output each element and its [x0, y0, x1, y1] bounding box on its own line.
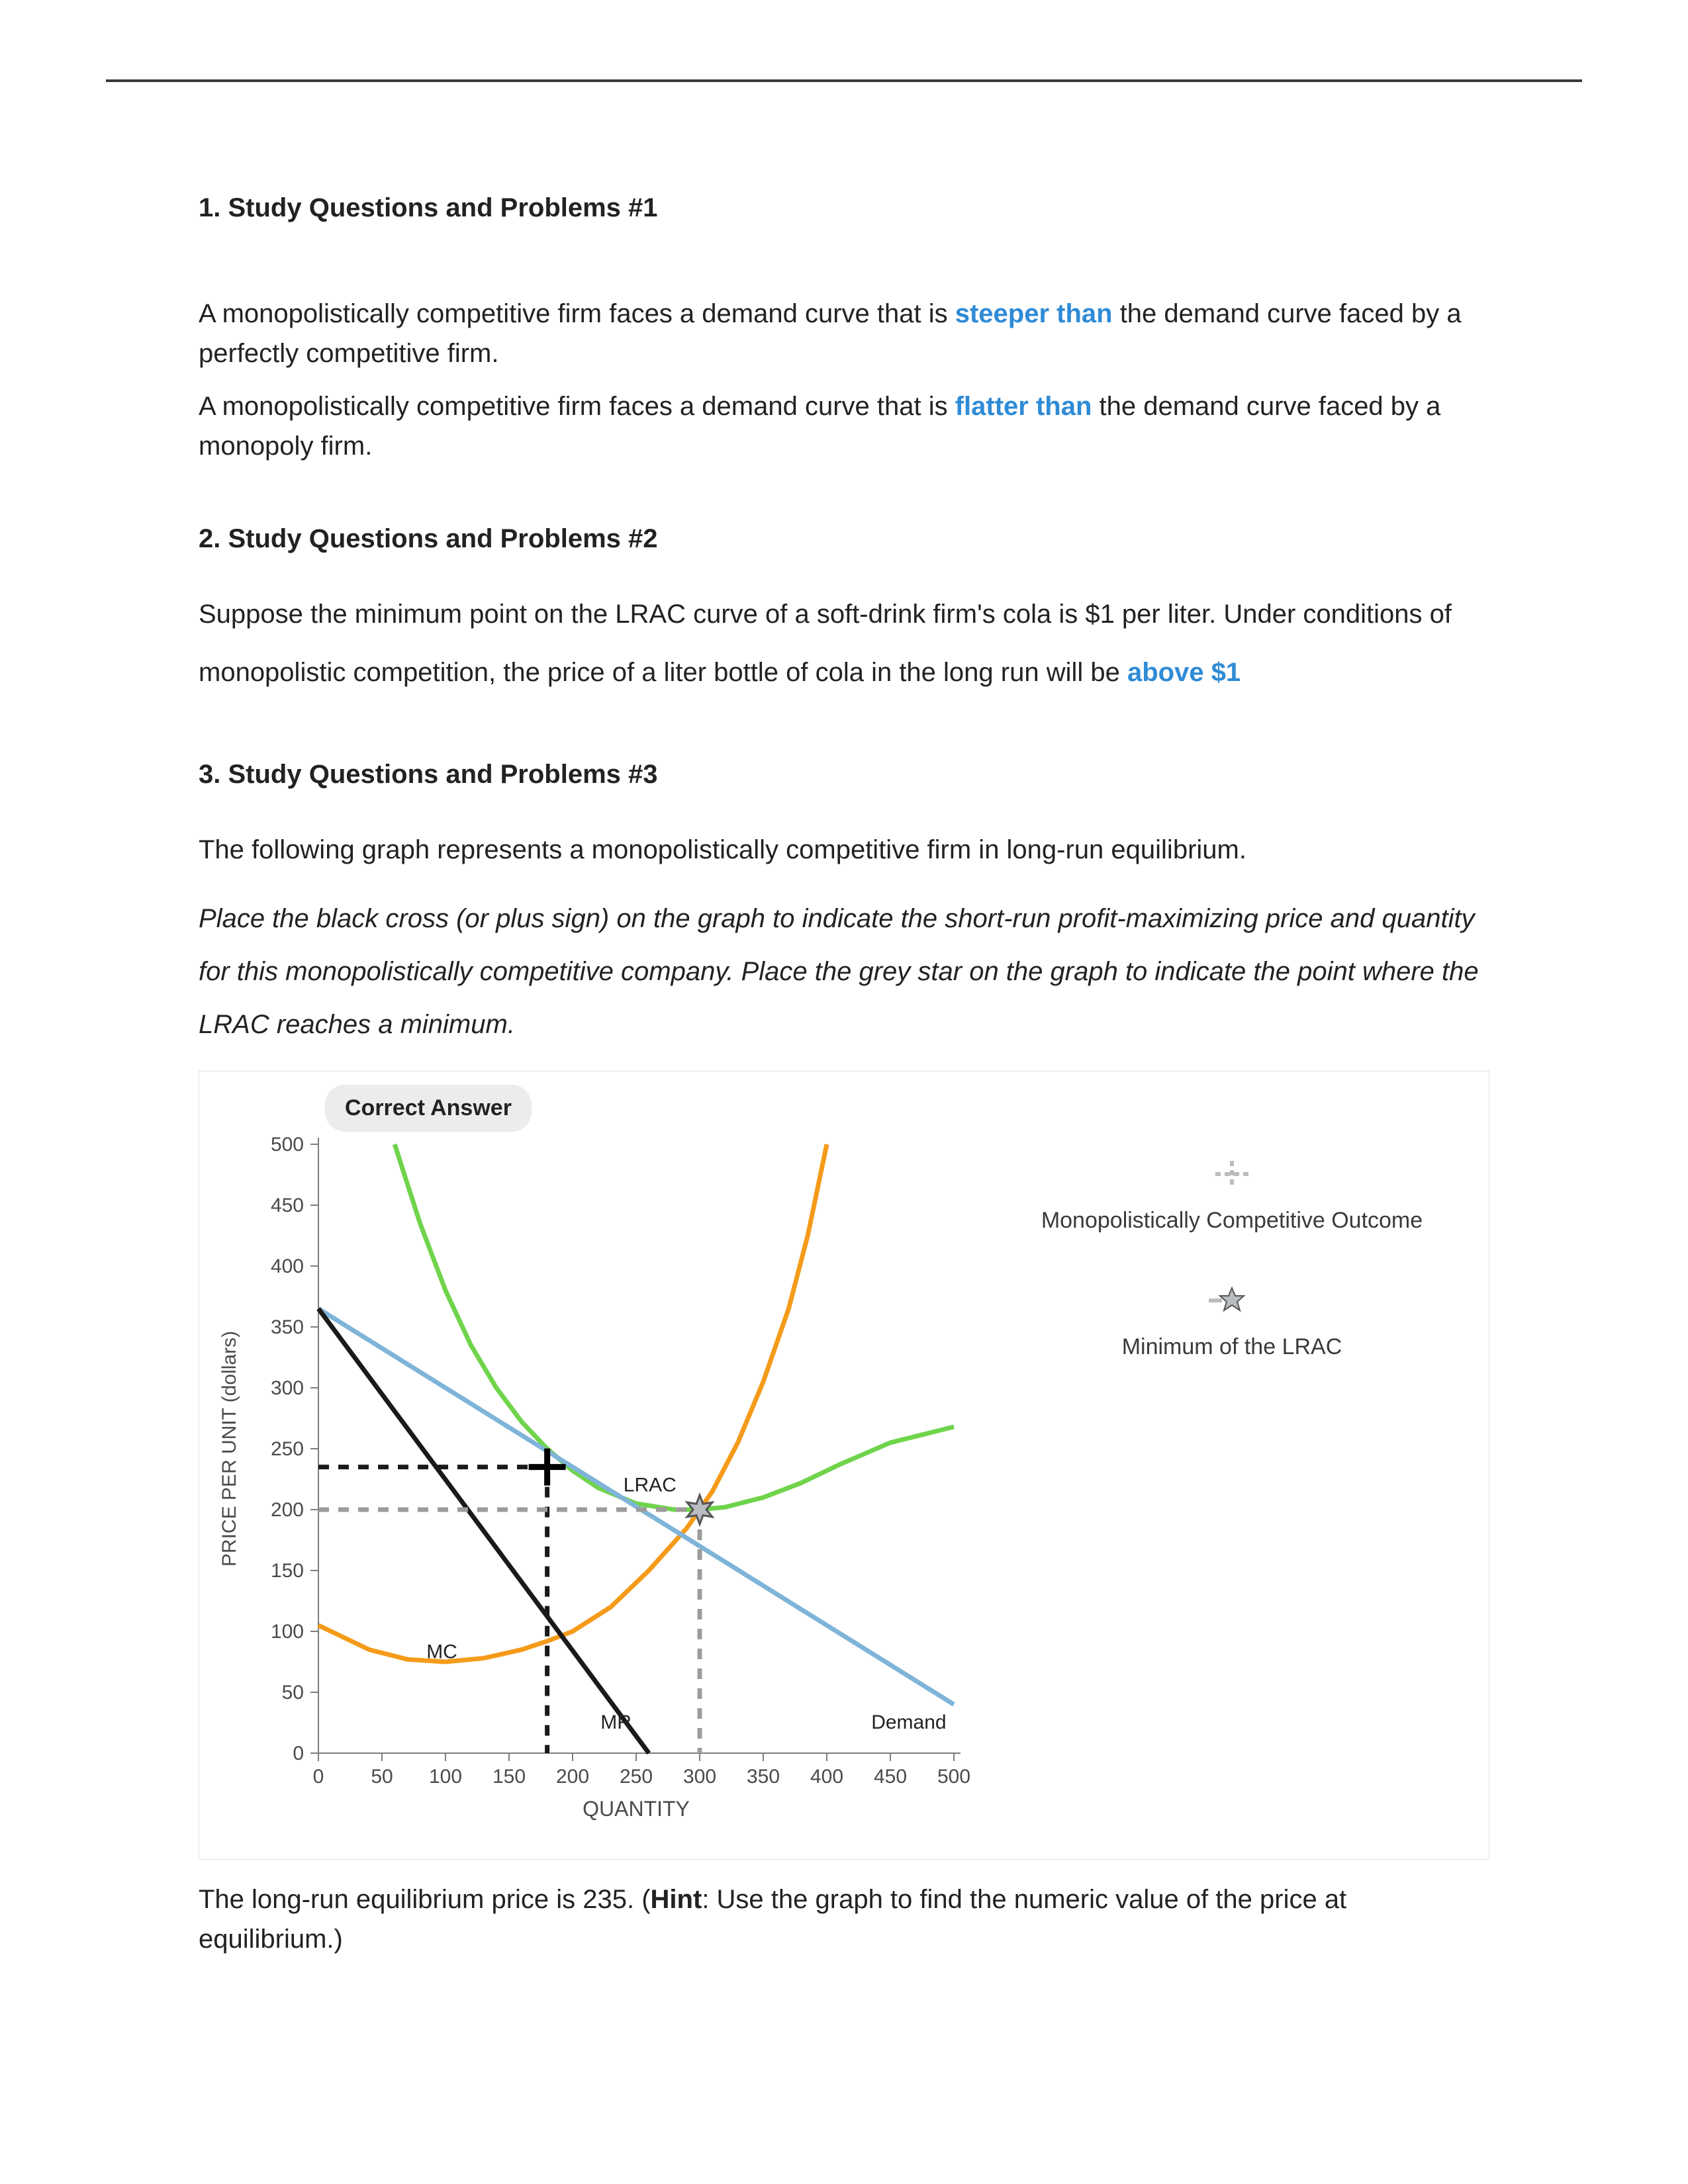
q1-line2: A monopolistically competitive firm face… — [199, 387, 1489, 466]
legend-label-1: Monopolistically Competitive Outcome — [1000, 1204, 1464, 1238]
q3-footer-pre: The long-run equilibrium price is 235. ( — [199, 1885, 651, 1914]
correct-answer-badge: Correct Answer — [325, 1085, 532, 1132]
q2-body: Suppose the minimum point on the LRAC cu… — [199, 585, 1489, 702]
svg-text:500: 500 — [937, 1766, 970, 1788]
svg-text:250: 250 — [271, 1438, 304, 1460]
q3-instruction: Place the black cross (or plus sign) on … — [199, 892, 1489, 1051]
star-icon — [1205, 1284, 1258, 1317]
legend-item-cross: Monopolistically Competitive Outcome — [1000, 1158, 1464, 1238]
svg-text:300: 300 — [683, 1766, 716, 1788]
svg-text:350: 350 — [747, 1766, 780, 1788]
svg-text:LRAC: LRAC — [624, 1474, 677, 1496]
top-rule — [106, 79, 1582, 82]
svg-text:250: 250 — [620, 1766, 653, 1788]
section-q2: 2. Study Questions and Problems #2 Suppo… — [199, 519, 1489, 702]
svg-text:0: 0 — [293, 1743, 304, 1764]
chart-container: Correct Answer 0 50 100 150 200 250 300 350 400 4… — [199, 1071, 1489, 1860]
section-q1: 1. Study Questions and Problems #1 A mon… — [199, 188, 1489, 466]
svg-text:150: 150 — [271, 1560, 304, 1582]
section-q3: 3. Study Questions and Problems #3 The f… — [199, 754, 1489, 1959]
svg-text:MC: MC — [426, 1641, 457, 1662]
svg-text:50: 50 — [282, 1682, 304, 1704]
svg-text:400: 400 — [810, 1766, 843, 1788]
svg-text:450: 450 — [271, 1195, 304, 1216]
q3-intro: The following graph represents a monopol… — [199, 821, 1489, 879]
q1-heading-num: 1 — [199, 193, 213, 222]
legend: Monopolistically Competitive Outcome Min… — [1000, 1078, 1464, 1410]
q1-line1-pre: A monopolistically competitive firm face… — [199, 299, 955, 328]
svg-text:200: 200 — [556, 1766, 589, 1788]
legend-label-2: Minimum of the LRAC — [1000, 1330, 1464, 1364]
q2-body-emph: above $1 — [1127, 658, 1241, 687]
q1-line2-emph: flatter than — [955, 392, 1092, 421]
q1-heading: 1. Study Questions and Problems #1 — [199, 188, 1489, 228]
svg-text:Demand: Demand — [871, 1711, 946, 1733]
svg-text:150: 150 — [492, 1766, 526, 1788]
svg-text:350: 350 — [271, 1316, 304, 1338]
svg-text:PRICE PER UNIT (dollars): PRICE PER UNIT (dollars) — [218, 1331, 240, 1567]
plus-icon — [1212, 1158, 1252, 1191]
q2-body-pre: Suppose the minimum point on the LRAC cu… — [199, 600, 1452, 687]
q3-footer: The long-run equilibrium price is 235. (… — [199, 1880, 1489, 1959]
q3-footer-hint: Hint — [651, 1885, 702, 1914]
legend-item-star: Minimum of the LRAC — [1000, 1284, 1464, 1364]
svg-text:0: 0 — [313, 1766, 324, 1788]
q3-heading: 3. Study Questions and Problems #3 — [199, 754, 1489, 794]
content: 1. Study Questions and Problems #1 A mon… — [199, 188, 1489, 1959]
svg-text:100: 100 — [271, 1621, 304, 1643]
svg-text:200: 200 — [271, 1499, 304, 1521]
q2-heading: 2. Study Questions and Problems #2 — [199, 519, 1489, 559]
svg-text:50: 50 — [371, 1766, 393, 1788]
svg-text:QUANTITY: QUANTITY — [583, 1797, 690, 1821]
q1-line1: A monopolistically competitive firm face… — [199, 294, 1489, 373]
svg-text:400: 400 — [271, 1255, 304, 1277]
svg-text:100: 100 — [429, 1766, 462, 1788]
q1-heading-title: Study Questions and Problems #1 — [228, 193, 657, 222]
svg-text:MR: MR — [600, 1711, 632, 1733]
q1-line2-pre: A monopolistically competitive firm face… — [199, 392, 955, 421]
svg-text:300: 300 — [271, 1377, 304, 1399]
svg-text:450: 450 — [874, 1766, 907, 1788]
q1-line1-emph: steeper than — [955, 299, 1113, 328]
svg-text:500: 500 — [271, 1134, 304, 1156]
econ-chart: 0 50 100 150 200 250 300 350 400 450 500 0 50 100 150 2… — [206, 1078, 974, 1833]
